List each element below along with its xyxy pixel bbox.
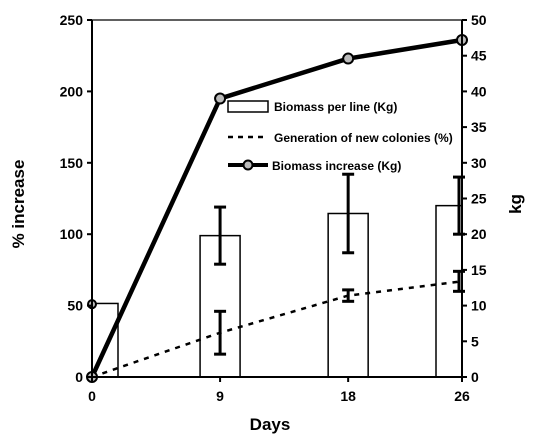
y-right-tick-label: 10 <box>471 298 487 314</box>
legend-label-biomass-per-line: Biomass per line (Kg) <box>274 100 397 114</box>
y-right-tick-label: 50 <box>471 12 487 28</box>
y-left-tick-label: 200 <box>60 83 84 99</box>
x-tick-label: 9 <box>216 388 224 404</box>
y-axis-left-title: % increase <box>9 160 28 249</box>
y-left-tick-label: 0 <box>75 369 83 385</box>
y-right-tick-label: 35 <box>471 119 487 135</box>
x-axis-title: Days <box>250 415 291 434</box>
legend: Biomass per line (Kg) Generation of new … <box>227 100 453 173</box>
y-left-tick-label: 50 <box>67 298 83 314</box>
y-right-tick-label: 25 <box>471 191 487 207</box>
y-right-tick-label: 20 <box>471 226 487 242</box>
bar-series <box>91 172 465 378</box>
x-tick-label: 0 <box>88 388 96 404</box>
solid-line-series <box>86 33 468 383</box>
solid-line-point <box>342 52 355 65</box>
dashed-line <box>91 280 463 379</box>
solid-line-point <box>214 92 227 105</box>
y-right-tick-label: 5 <box>471 333 479 349</box>
x-tick-label: 18 <box>340 388 356 404</box>
y-left-tick-label: 250 <box>60 12 84 28</box>
legend-solid-marker <box>242 159 254 171</box>
axes <box>87 19 467 382</box>
legend-label-biomass-increase: Biomass increase (Kg) <box>272 159 401 173</box>
y-right-tick-label: 40 <box>471 83 487 99</box>
y-right-tick-label: 0 <box>471 369 479 385</box>
tick-labels: 0 50 100 150 200 250 0 5 10 15 20 25 30 35 40 45 50 0 9 18 2… <box>60 12 487 404</box>
y-right-tick-label: 45 <box>471 48 487 64</box>
x-tick-label: 26 <box>454 388 470 404</box>
y-axis-right-title: kg <box>506 194 525 214</box>
y-left-tick-label: 100 <box>60 226 84 242</box>
dashed-line-series <box>91 269 465 379</box>
legend-label-new-colonies: Generation of new colonies (%) <box>274 131 453 145</box>
y-left-tick-label: 150 <box>60 155 84 171</box>
y-right-tick-label: 30 <box>471 155 487 171</box>
y-right-tick-label: 15 <box>471 262 487 278</box>
solid-line <box>89 37 463 378</box>
legend-bar-swatch <box>227 100 269 113</box>
